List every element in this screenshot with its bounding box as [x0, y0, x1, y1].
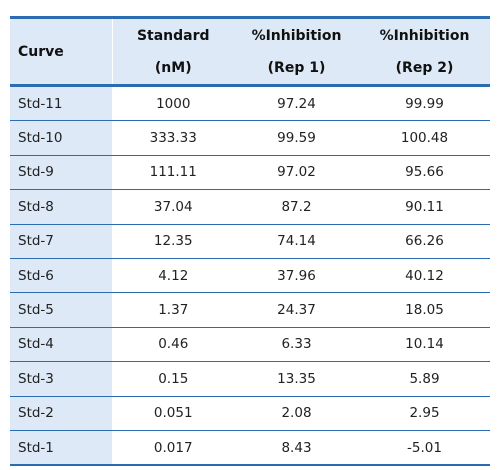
cell-rep2: 40.12: [359, 258, 490, 294]
cell-standard: 0.017: [112, 430, 234, 467]
table-row: Std-10 333.33 99.59 100.48: [10, 120, 490, 156]
cell-standard: 4.12: [112, 258, 234, 294]
table-row: Std-7 12.35 74.14 66.26: [10, 224, 490, 259]
header-rep1-line1: %Inhibition: [251, 28, 342, 44]
cell-rep1: 97.24: [234, 85, 359, 122]
cell-standard: 1000: [112, 85, 234, 122]
cell-rep2: 2.95: [359, 396, 490, 431]
table-row: Std-1 0.017 8.43 -5.01: [10, 430, 490, 467]
cell-standard: 1.37: [112, 292, 234, 328]
cell-curve: Std-9: [10, 155, 113, 191]
cell-standard: 0.15: [112, 361, 234, 397]
cell-curve: Std-8: [10, 189, 113, 225]
table-row: Std-6 4.12 37.96 40.12: [10, 258, 490, 294]
table-row: Std-4 0.46 6.33 10.14: [10, 327, 490, 363]
table-row: Std-11 1000 97.24 99.99: [10, 85, 490, 122]
cell-standard: 111.11: [112, 155, 234, 191]
cell-rep1: 13.35: [234, 361, 359, 397]
header-standard: Standard (nM): [112, 16, 234, 87]
header-standard-line2: (nM): [154, 60, 192, 76]
cell-standard: 333.33: [112, 120, 234, 156]
cell-rep2: -5.01: [359, 430, 490, 467]
cell-curve: Std-3: [10, 361, 113, 397]
table-row: Std-3 0.15 13.35 5.89: [10, 361, 490, 397]
cell-standard: 0.051: [112, 396, 234, 431]
table-row: Std-8 37.04 87.2 90.11: [10, 189, 490, 225]
cell-curve: Std-5: [10, 292, 113, 328]
cell-rep1: 87.2: [234, 189, 359, 225]
table-row: Std-9 111.11 97.02 95.66: [10, 155, 490, 191]
cell-curve: Std-4: [10, 327, 113, 363]
table-header-row: Curve Standard (nM) %Inhibition (Rep 1) …: [10, 16, 490, 87]
cell-rep1: 97.02: [234, 155, 359, 191]
cell-standard: 0.46: [112, 327, 234, 363]
cell-curve: Std-1: [10, 430, 113, 467]
cell-rep2: 100.48: [359, 120, 490, 156]
cell-standard: 12.35: [112, 224, 234, 259]
standard-curve-table: Curve Standard (nM) %Inhibition (Rep 1) …: [10, 16, 490, 467]
cell-curve: Std-10: [10, 120, 113, 156]
cell-rep2: 90.11: [359, 189, 490, 225]
header-standard-line1: Standard: [136, 28, 210, 44]
header-rep2-line2: (Rep 2): [395, 60, 454, 76]
cell-standard: 37.04: [112, 189, 234, 225]
cell-rep1: 8.43: [234, 430, 359, 467]
cell-rep1: 2.08: [234, 396, 359, 431]
cell-rep1: 99.59: [234, 120, 359, 156]
cell-curve: Std-11: [10, 85, 113, 122]
header-rep2: %Inhibition (Rep 2): [359, 16, 490, 87]
table-row: Std-2 0.051 2.08 2.95: [10, 396, 490, 431]
header-rep2-line1: %Inhibition: [379, 28, 470, 44]
header-rep1: %Inhibition (Rep 1): [234, 16, 359, 87]
table-row: Std-5 1.37 24.37 18.05: [10, 292, 490, 328]
cell-rep1: 6.33: [234, 327, 359, 363]
cell-rep2: 99.99: [359, 85, 490, 122]
header-curve: Curve: [10, 16, 113, 87]
cell-curve: Std-6: [10, 258, 113, 294]
cell-rep2: 10.14: [359, 327, 490, 363]
cell-rep1: 37.96: [234, 258, 359, 294]
cell-rep1: 74.14: [234, 224, 359, 259]
cell-curve: Std-2: [10, 396, 113, 431]
header-rep1-line2: (Rep 1): [267, 60, 326, 76]
cell-rep1: 24.37: [234, 292, 359, 328]
cell-curve: Std-7: [10, 224, 113, 259]
cell-rep2: 95.66: [359, 155, 490, 191]
cell-rep2: 5.89: [359, 361, 490, 397]
cell-rep2: 66.26: [359, 224, 490, 259]
cell-rep2: 18.05: [359, 292, 490, 328]
